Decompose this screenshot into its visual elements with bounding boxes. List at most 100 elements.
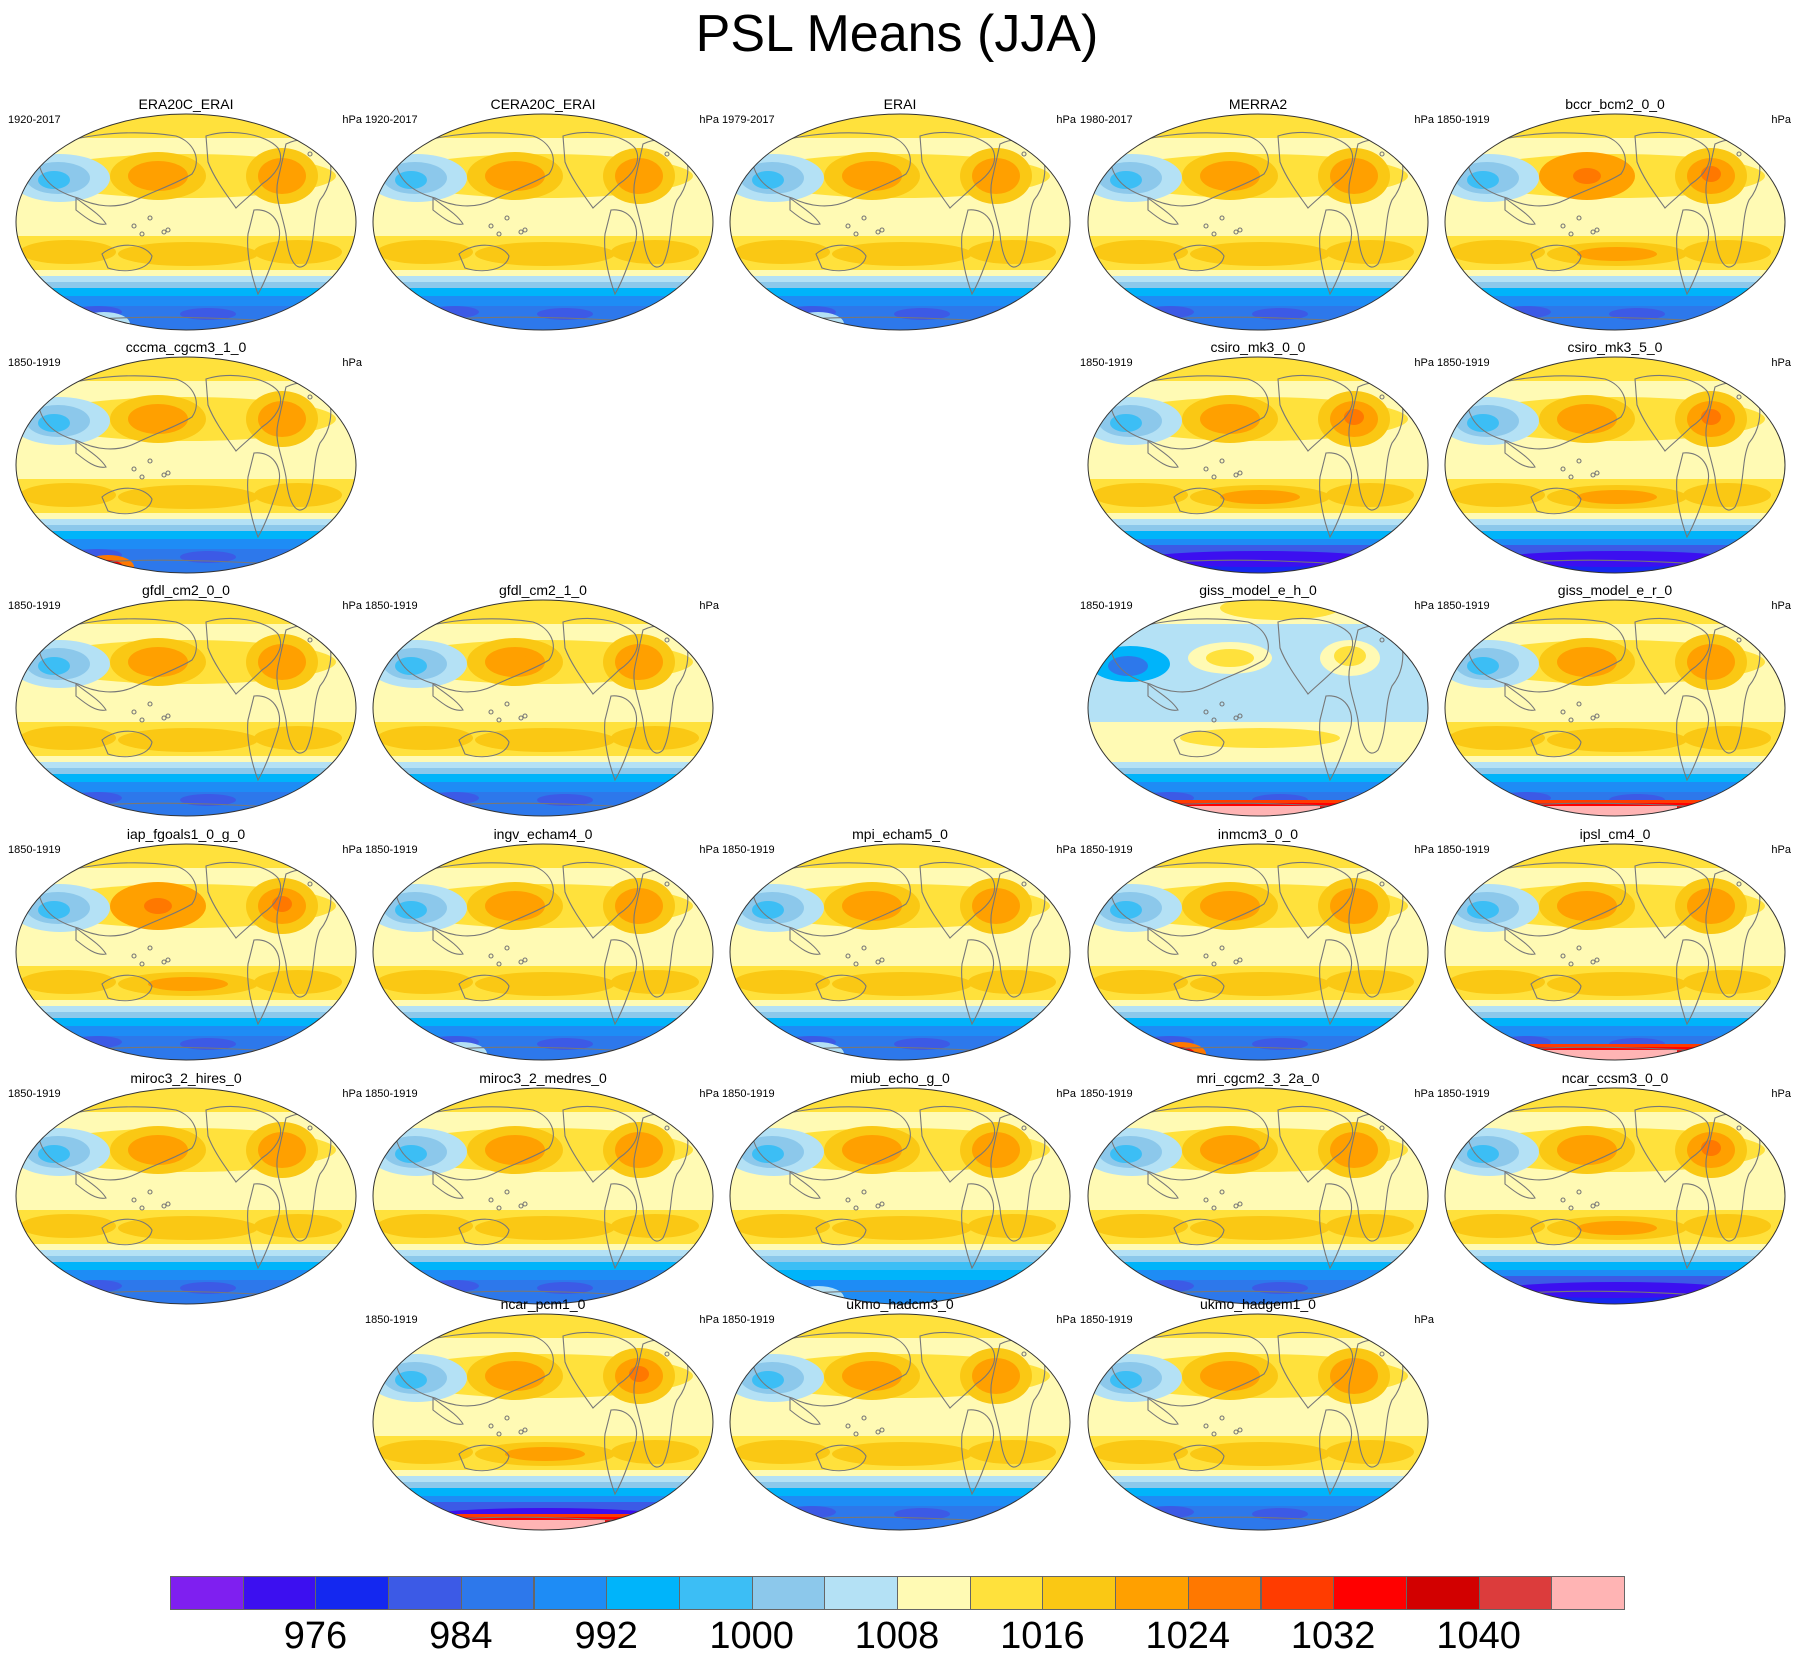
panel-title: ncar_pcm1_0 <box>500 1296 586 1312</box>
map-panel: ukmo_hadgem1_0 1850-1919 hPa <box>1080 1296 1436 1532</box>
psl-field <box>730 844 1070 1060</box>
psl-map <box>15 843 357 1061</box>
panel-title: inmcm3_0_0 <box>1217 826 1299 842</box>
colorbar-swatch <box>1478 1576 1553 1610</box>
panel-title: CERA20C_ERAI <box>490 96 596 112</box>
map-panel: MERRA2 1980-2017 hPa <box>1080 96 1436 332</box>
psl-map <box>1444 599 1786 817</box>
psl-map <box>1444 113 1786 331</box>
colorbar-tick-label: 1040 <box>1436 1615 1521 1657</box>
map-outline <box>1087 599 1429 817</box>
panel-units: hPa <box>1771 114 1791 126</box>
colorbar-swatch <box>897 1576 971 1610</box>
map-panel: inmcm3_0_0 1850-1919 hPa <box>1080 826 1436 1062</box>
panel-title: ncar_ccsm3_0_0 <box>1561 1070 1669 1086</box>
panel-period: 1979-2017 <box>722 114 775 126</box>
panel-period: 1850-1919 <box>1437 357 1490 369</box>
colorbar-swatch <box>1115 1576 1189 1610</box>
psl-field <box>373 1314 713 1530</box>
psl-field <box>730 1314 1070 1530</box>
panel-units: hPa <box>1414 844 1434 856</box>
psl-map <box>15 1087 357 1305</box>
panel-title: mri_cgcm2_3_2a_0 <box>1196 1070 1320 1086</box>
colorbar-swatch <box>751 1576 826 1610</box>
psl-map <box>1444 843 1786 1061</box>
psl-map <box>1087 1313 1429 1531</box>
panel-units: hPa <box>1771 1088 1791 1100</box>
panel-units: hPa <box>699 1314 719 1326</box>
colorbar-tick-label: 992 <box>574 1615 638 1657</box>
panel-period: 1980-2017 <box>1080 114 1133 126</box>
map-outline <box>372 1087 714 1305</box>
colorbar-swatch <box>1042 1576 1117 1610</box>
psl-field <box>373 114 713 330</box>
panel-period: 1920-2017 <box>365 114 418 126</box>
panel-title: giss_model_e_h_0 <box>1199 582 1317 598</box>
map-outline <box>15 1087 357 1305</box>
psl-map <box>1087 356 1429 574</box>
map-outline <box>372 843 714 1061</box>
psl-field <box>373 844 713 1060</box>
panel-period: 1850-1919 <box>8 844 61 856</box>
panel-title: csiro_mk3_0_0 <box>1210 339 1306 355</box>
panel-period: 1850-1919 <box>1080 1314 1133 1326</box>
colorbar-swatch <box>1260 1576 1335 1610</box>
psl-map <box>372 599 714 817</box>
panel-units: hPa <box>342 600 362 612</box>
panel-period: 1850-1919 <box>1437 1088 1490 1100</box>
panel-period: 1850-1919 <box>1080 1088 1133 1100</box>
map-panel: gfdl_cm2_0_0 1850-1919 hPa <box>8 582 364 818</box>
panel-units: hPa <box>1414 357 1434 369</box>
colorbar-tick-label: 1032 <box>1290 1615 1376 1657</box>
psl-field <box>1445 600 1785 816</box>
map-panel: mri_cgcm2_3_2a_0 1850-1919 hPa <box>1080 1070 1436 1306</box>
colorbar-swatch <box>606 1576 680 1610</box>
psl-field <box>1088 1314 1428 1530</box>
colorbar-swatch <box>388 1576 462 1610</box>
psl-field <box>16 1088 356 1304</box>
colorbar-swatch <box>242 1576 317 1610</box>
panel-units: hPa <box>342 114 362 126</box>
panel-period: 1850-1919 <box>722 1314 775 1326</box>
map-panel: cccma_cgcm3_1_0 1850-1919 hPa <box>8 339 364 575</box>
panel-units: hPa <box>1056 1314 1076 1326</box>
psl-field <box>1445 1088 1785 1304</box>
colorbar-swatch <box>1551 1576 1625 1610</box>
psl-map <box>1087 1087 1429 1305</box>
panel-units: hPa <box>699 1088 719 1100</box>
panel-period: 1850-1919 <box>1437 114 1490 126</box>
panel-units: hPa <box>1771 844 1791 856</box>
psl-map <box>372 1313 714 1531</box>
panel-title: MERRA2 <box>1228 96 1288 112</box>
panel-title: miub_echo_g_0 <box>850 1070 950 1086</box>
map-outline <box>1444 599 1786 817</box>
colorbar-swatch <box>969 1576 1044 1610</box>
psl-map <box>729 1313 1071 1531</box>
map-outline <box>1087 356 1429 574</box>
colorbar-tick-label: 1024 <box>1145 1615 1231 1657</box>
panel-period: 1850-1919 <box>722 1088 775 1100</box>
panel-units: hPa <box>699 600 719 612</box>
colorbar-swatch <box>533 1576 608 1610</box>
panel-grid: ERA20C_ERAI 1920-2017 hPa CERA20C_ERAI 1920-… <box>8 96 1791 1532</box>
map-outline <box>1087 843 1429 1061</box>
colorbar-swatch <box>315 1576 390 1610</box>
panel-units: hPa <box>699 844 719 856</box>
psl-field <box>373 1088 713 1304</box>
panel-units: hPa <box>1056 1088 1076 1100</box>
map-outline <box>1444 356 1786 574</box>
psl-map <box>1087 113 1429 331</box>
psl-field <box>1445 114 1785 330</box>
psl-map <box>15 356 357 574</box>
panel-period: 1850-1919 <box>365 1088 418 1100</box>
map-panel: gfdl_cm2_1_0 1850-1919 hPa <box>365 582 721 818</box>
colorbar-swatch <box>824 1576 898 1610</box>
panel-period: 1850-1919 <box>8 600 61 612</box>
psl-field <box>16 600 356 816</box>
panel-period: 1850-1919 <box>365 844 418 856</box>
panel-units: hPa <box>342 1088 362 1100</box>
colorbar-tick-label: 1000 <box>709 1615 794 1657</box>
psl-field <box>730 114 1070 330</box>
colorbar-tick-label: 1008 <box>854 1615 940 1657</box>
map-outline <box>15 113 357 331</box>
